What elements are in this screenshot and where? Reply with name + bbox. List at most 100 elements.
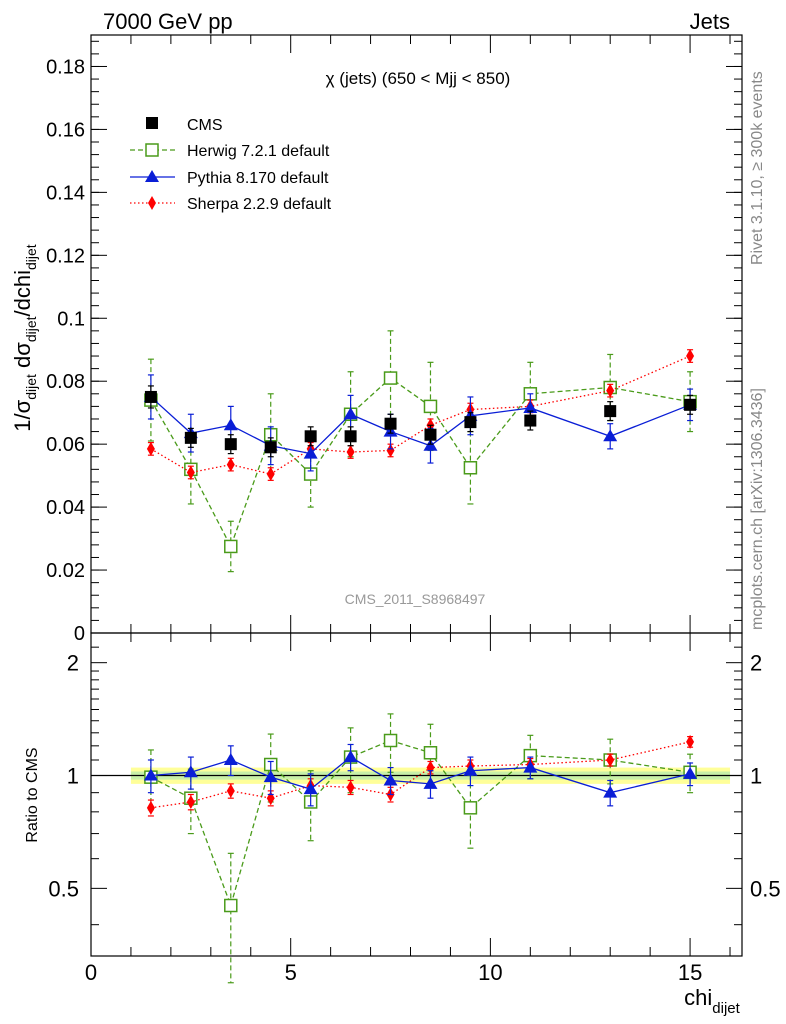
data-point-ratio-1	[463, 801, 478, 815]
data-point-main-3	[226, 457, 235, 472]
ratio-tick-label-right: 2	[750, 651, 762, 676]
data-point-main-2	[223, 418, 238, 431]
ratio-tick-label-right: 0.5	[750, 876, 781, 901]
y-tick-label: 0.16	[46, 119, 85, 141]
rivet-label: Rivet 3.1.10, ≥ 300k events	[749, 71, 766, 265]
legend-label-sherpa: Sherpa 2.2.9 default	[187, 196, 332, 213]
legend-marker-sherpa	[148, 196, 156, 210]
data-point-main-1	[383, 371, 398, 385]
data-point-main-2	[603, 429, 618, 442]
ratio-tick-label-right: 1	[750, 764, 762, 789]
data-point-ratio-2	[183, 765, 198, 778]
data-point-ratio-2	[383, 773, 398, 786]
data-point-ratio-3	[606, 753, 615, 768]
data-point-main-2	[523, 400, 538, 413]
data-point-main-1	[463, 461, 478, 475]
y-tick-label: 0.14	[46, 182, 85, 204]
legend: CMS Herwig 7.2.1 default Pythia 8.170 de…	[130, 117, 332, 213]
data-point-main-3	[186, 465, 195, 480]
data-point-main-3	[346, 445, 355, 460]
y-tick-label: 0.02	[46, 560, 85, 582]
legend-entry-herwig: Herwig 7.2.1 default	[130, 143, 330, 160]
chart-title: χ (jets) (650 < Mjj < 850)	[326, 69, 511, 88]
data-point-ratio-1	[224, 898, 238, 913]
data-point-main-0	[384, 417, 397, 430]
ratio-tick-label-left: 0.5	[48, 876, 79, 901]
data-point-main-0	[524, 414, 537, 427]
data-point-main-3	[686, 349, 695, 364]
data-point-ratio-2	[143, 768, 158, 781]
header-left: 7000 GeV pp	[103, 9, 233, 34]
data-point-main-2	[343, 407, 358, 420]
ratio-tick-label-left: 2	[67, 651, 79, 676]
x-tick-label: 10	[478, 960, 502, 985]
y-tick-label: 0.06	[46, 434, 85, 456]
series-line-ratio-2	[150, 756, 691, 794]
legend-entry-cms: CMS	[146, 117, 223, 134]
mcplots-label: mcplots.cern.ch [arXiv:1306.3436]	[749, 388, 766, 630]
ratio-tick-label-left: 1	[67, 764, 79, 789]
series-main-1	[144, 330, 697, 573]
x-tick-label: 15	[678, 960, 702, 985]
legend-marker-herwig	[145, 143, 159, 157]
data-point-main-0	[464, 416, 477, 429]
data-point-main-0	[304, 430, 317, 443]
data-point-main-0	[604, 405, 617, 418]
legend-label-pythia: Pythia 8.170 default	[187, 170, 329, 187]
legend-label-cms: CMS	[187, 117, 223, 134]
legend-marker-cms	[146, 117, 158, 129]
data-point-main-1	[224, 539, 238, 554]
data-point-main-3	[386, 443, 395, 458]
y-tick-label: 0.12	[46, 245, 85, 267]
y-tick-label: 0.1	[57, 308, 85, 330]
y-tick-label: 0.18	[46, 56, 85, 78]
series-line-main-1	[150, 377, 691, 549]
data-point-main-0	[424, 428, 437, 441]
data-point-main-3	[146, 441, 155, 456]
header-right: Jets	[690, 9, 730, 34]
data-point-ratio-3	[146, 800, 155, 815]
data-point-ratio-2	[683, 766, 698, 779]
data-point-main-0	[184, 431, 197, 444]
data-point-ratio-2	[223, 753, 238, 766]
data-point-ratio-2	[263, 770, 278, 783]
ratio-frame	[90, 632, 743, 957]
y-axis-label: 1/σdijet dσdijet/dchidijet	[10, 244, 39, 432]
analysis-watermark: CMS_2011_S8968497	[345, 591, 486, 607]
x-axis-label: chidijet	[684, 985, 740, 1017]
data-point-ratio-2	[523, 760, 538, 773]
data-point-main-0	[684, 398, 697, 411]
legend-label-herwig: Herwig 7.2.1 default	[187, 143, 330, 160]
data-point-main-3	[266, 467, 275, 482]
ratio-y-label: Ratio to CMS	[24, 747, 41, 842]
series-ratio-2	[143, 743, 698, 807]
data-point-ratio-1	[383, 733, 398, 748]
data-point-ratio-2	[423, 776, 438, 789]
series-ratio-1	[144, 713, 697, 984]
data-point-main-1	[423, 399, 438, 414]
data-point-ratio-2	[463, 763, 478, 776]
data-point-ratio-3	[686, 734, 695, 749]
series-line-main-2	[150, 396, 691, 455]
y-tick-label: 0.08	[46, 371, 85, 393]
series-line-main-3	[150, 355, 691, 475]
data-point-main-2	[303, 446, 318, 459]
main-panel: 0 0.02 0.04 0.06 0.08 0.1 0.12 0.14 0.16 0.18	[46, 34, 743, 645]
series-line-ratio-3	[150, 741, 691, 809]
y-tick-label: 0.04	[46, 497, 85, 519]
legend-entry-pythia: Pythia 8.170 default	[130, 170, 329, 187]
data-point-ratio-1	[423, 746, 438, 760]
series-main-0	[144, 385, 697, 458]
data-point-main-0	[224, 438, 237, 451]
data-point-main-3	[606, 383, 615, 398]
data-point-ratio-2	[303, 782, 318, 795]
data-point-ratio-2	[603, 785, 618, 798]
data-point-main-0	[144, 390, 157, 403]
data-point-ratio-3	[226, 783, 235, 798]
ratio-panel: 0.5 0.5 1 1 2 2	[48, 632, 781, 984]
data-point-ratio-3	[186, 794, 195, 809]
data-point-main-0	[264, 441, 277, 454]
data-point-ratio-2	[343, 750, 358, 763]
x-tick-label: 0	[85, 960, 97, 985]
